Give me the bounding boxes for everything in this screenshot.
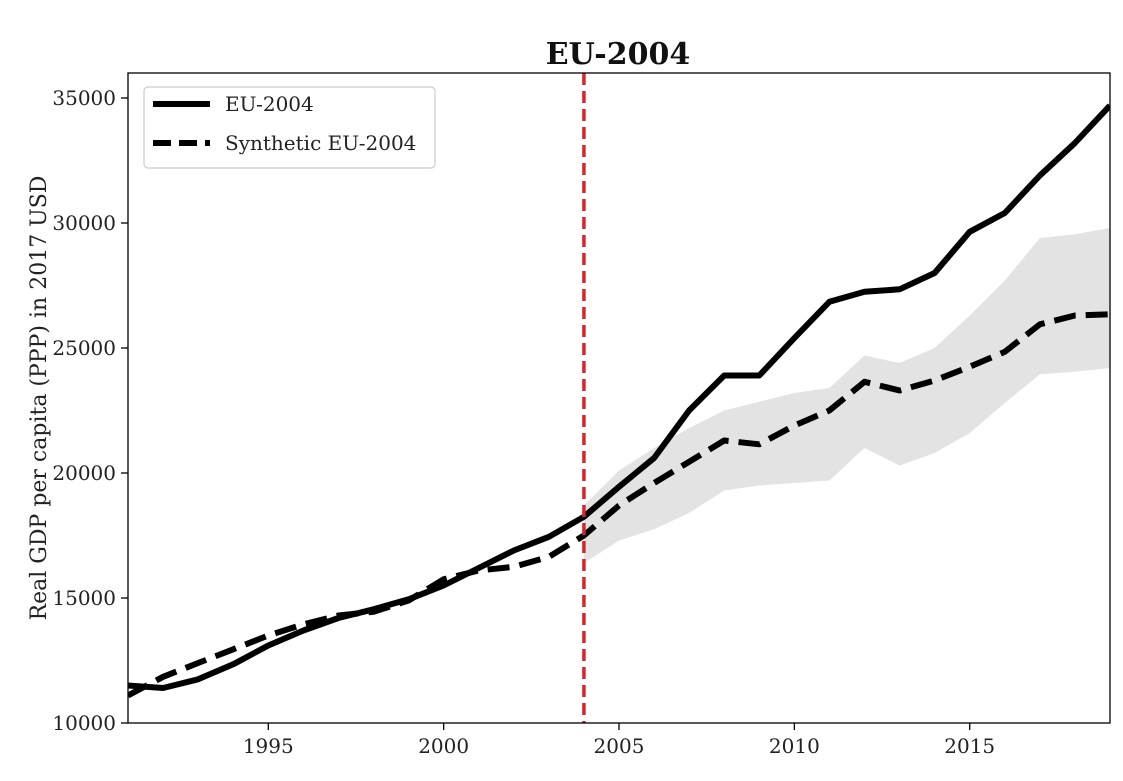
x-tick-label: 2005 [594,734,645,758]
legend: EU-2004 Synthetic EU-2004 [143,86,436,169]
y-tick-label: 30000 [52,211,116,235]
plot-area: 1995 2000 2005 2010 2015 10000 15000 20000 25000… [52,72,1111,758]
x-tick-label: 1995 [243,734,294,758]
uncertainty-band [583,228,1110,563]
chart-title: EU-2004 [546,37,690,72]
series-line-synthetic [128,311,1110,699]
y-tick-label: 35000 [52,86,116,110]
y-tick-label: 10000 [52,711,116,735]
y-tick-label: 15000 [52,586,116,610]
series-line-eu2004 [128,103,1110,691]
legend-box [143,86,436,169]
x-tick-label: 2010 [769,734,820,758]
legend-label-synthetic: Synthetic EU-2004 [225,131,416,155]
legend-label-eu2004: EU-2004 [225,92,314,116]
x-tick-label: 2000 [418,734,469,758]
y-axis-label: Real GDP per capita (PPP) in 2017 USD [27,176,52,621]
y-tick-label: 25000 [52,336,116,360]
y-tick-label: 20000 [52,461,116,485]
x-tick-label: 2015 [944,734,995,758]
